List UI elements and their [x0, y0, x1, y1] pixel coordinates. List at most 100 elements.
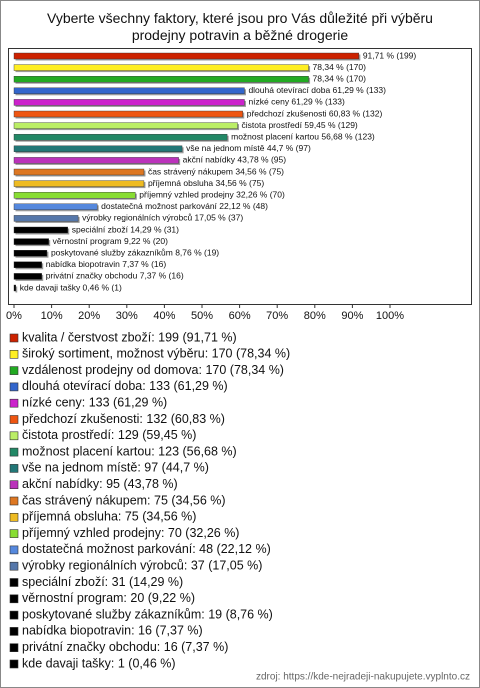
legend-label: čistota prostředí: 129 (59,45 %): [22, 428, 196, 442]
bar-shadow: [15, 286, 18, 293]
legend-swatch: [9, 627, 19, 636]
bar: [13, 249, 48, 257]
legend-swatch: [9, 561, 19, 571]
x-tick-label: 70%: [266, 310, 288, 322]
legend-label: věrnostní program: 20 (9,22 %): [22, 591, 195, 605]
value-label: předchozí zkušenosti 60,83 % (132): [247, 108, 383, 118]
x-tick-label: 30%: [116, 310, 138, 322]
legend-swatch: [9, 480, 19, 490]
value-label: možnost placení kartou 56,68 % (123): [231, 131, 375, 141]
value-label: dlouhá otevírací doba 61,29 % (133): [248, 85, 386, 95]
legend-label: příjemný vzhled prodejny: 70 (32,26 %): [22, 526, 239, 540]
value-label: speciální zboží 14,29 % (31): [72, 224, 179, 234]
value-label: dostatečná možnost parkování 22,12 % (48…: [101, 201, 268, 211]
legend-label: poskytované služby zákazníkům: 19 (8,76 …: [22, 607, 273, 621]
value-label: příjemná obsluha 34,56 % (75): [148, 178, 264, 188]
value-label: kde davaji tašky 0,46 % (1): [20, 282, 122, 292]
legend-label: vše na jednom místě: 97 (44,7 %): [22, 461, 209, 475]
value-label: 91,71 % (199): [363, 50, 417, 60]
legend-label: dlouhá otevírací doba: 133 (61,29 %): [22, 379, 228, 393]
legend-swatch: [9, 431, 19, 441]
x-tick-label: 20%: [78, 310, 100, 322]
legend-swatch: [9, 512, 19, 522]
x-tick-label: 90%: [341, 310, 363, 322]
legend-label: privátní značky obchodu: 16 (7,37 %): [22, 640, 228, 654]
value-label: privátní značky obchodu 7,37 % (16): [46, 271, 184, 281]
value-label: výrobky regionálních výrobců 17,05 % (37…: [82, 213, 243, 223]
legend-swatch: [9, 578, 19, 587]
legend-label: možnost placení kartou: 123 (56,68 %): [22, 444, 237, 458]
value-label: příjemný vzhled prodejny 32,26 % (70): [139, 189, 285, 199]
legend-label: vzdálenost prodejny od domova: 170 (78,3…: [22, 363, 284, 377]
legend-label: nabídka biopotravin: 16 (7,37 %): [22, 624, 203, 638]
legend-label: příjemná obsluha: 75 (34,56 %): [22, 510, 196, 524]
bar: [13, 122, 238, 129]
value-label: 78,34 % (170): [313, 73, 367, 83]
legend-swatch: [9, 643, 19, 653]
value-label: akční nabídky 43,78 % (95): [183, 155, 287, 165]
bar: [13, 157, 179, 164]
legend-label: akční nabídky: 95 (43,78 %): [22, 477, 178, 491]
bar: [13, 64, 309, 71]
legend-swatch: [9, 382, 19, 392]
bar: [13, 99, 245, 106]
legend-label: speciální zboží: 31 (14,29 %): [22, 575, 183, 589]
legend-swatch: [9, 464, 19, 473]
x-tick-label: 0%: [6, 310, 22, 322]
bar: [13, 226, 68, 234]
value-label: nízké ceny 61,29 % (133): [248, 97, 345, 107]
bar: [13, 75, 309, 83]
legend-swatch: [9, 366, 19, 375]
bar: [13, 203, 98, 211]
bar: [13, 133, 228, 141]
legend-swatch: [9, 415, 19, 424]
value-label: poskytované služby zákazníkům 8,76 % (19…: [51, 247, 219, 257]
legend-label: dostatečná možnost parkování: 48 (22,12 …: [22, 542, 271, 556]
legend-label: kde davaji tašky: 1 (0,46 %): [22, 656, 176, 670]
legend-swatch: [9, 529, 19, 538]
x-tick-label: 80%: [304, 310, 326, 322]
value-label: nabídka biopotravin 7,37 % (16): [46, 259, 167, 269]
x-tick-label: 40%: [153, 310, 175, 322]
legend-swatch: [9, 333, 19, 343]
legend-swatch: [9, 659, 19, 669]
legend-swatch: [9, 545, 19, 555]
chart-title: Vyberte všechny faktory, které jsou pro …: [47, 10, 433, 43]
bar: [13, 215, 79, 222]
bar: [13, 191, 136, 199]
bar: [13, 110, 243, 118]
bar: [13, 52, 360, 60]
bar: [13, 168, 145, 176]
value-label: vše na jednom místě 44,7 % (97): [186, 143, 311, 153]
x-tick-label: 10%: [41, 310, 63, 322]
bar: [13, 180, 145, 187]
bar: [13, 261, 42, 268]
value-label: čas strávený nákupem 34,56 % (75): [148, 166, 284, 176]
x-tick-label: 60%: [229, 310, 251, 322]
legend-label: předchozí zkušenosti: 132 (60,83 %): [22, 412, 225, 426]
legend-label: čas strávený nákupem: 75 (34,56 %): [22, 493, 226, 507]
legend-swatch: [9, 349, 19, 359]
legend-swatch: [9, 594, 19, 604]
bar: [13, 87, 245, 95]
legend-swatch: [9, 496, 19, 506]
legend-swatch: [9, 447, 19, 457]
legend-label: kvalita / čerstvost zboží: 199 (91,71 %): [22, 330, 237, 344]
bar: [13, 284, 16, 292]
x-tick-label: 50%: [191, 310, 213, 322]
bar: [13, 273, 42, 280]
value-label: věrnostní program 9,22 % (20): [53, 236, 168, 246]
legend-swatch: [9, 398, 19, 408]
value-label: 78,34 % (170): [313, 62, 367, 72]
legend-label: výrobky regionálních výrobců: 37 (17,05 …: [22, 558, 262, 572]
legend-label: nízké ceny: 133 (61,29 %): [22, 395, 167, 409]
source: zdroj: https://kde-nejradeji-nakupujete.…: [256, 672, 470, 683]
bar: [13, 238, 49, 245]
legend-label: široký sortiment, možnost výběru: 170 (7…: [22, 347, 290, 361]
x-tick-label: 100%: [376, 310, 404, 322]
bar: [13, 145, 183, 153]
legend-swatch: [9, 610, 19, 620]
value-label: čistota prostředí 59,45 % (129): [242, 120, 358, 130]
